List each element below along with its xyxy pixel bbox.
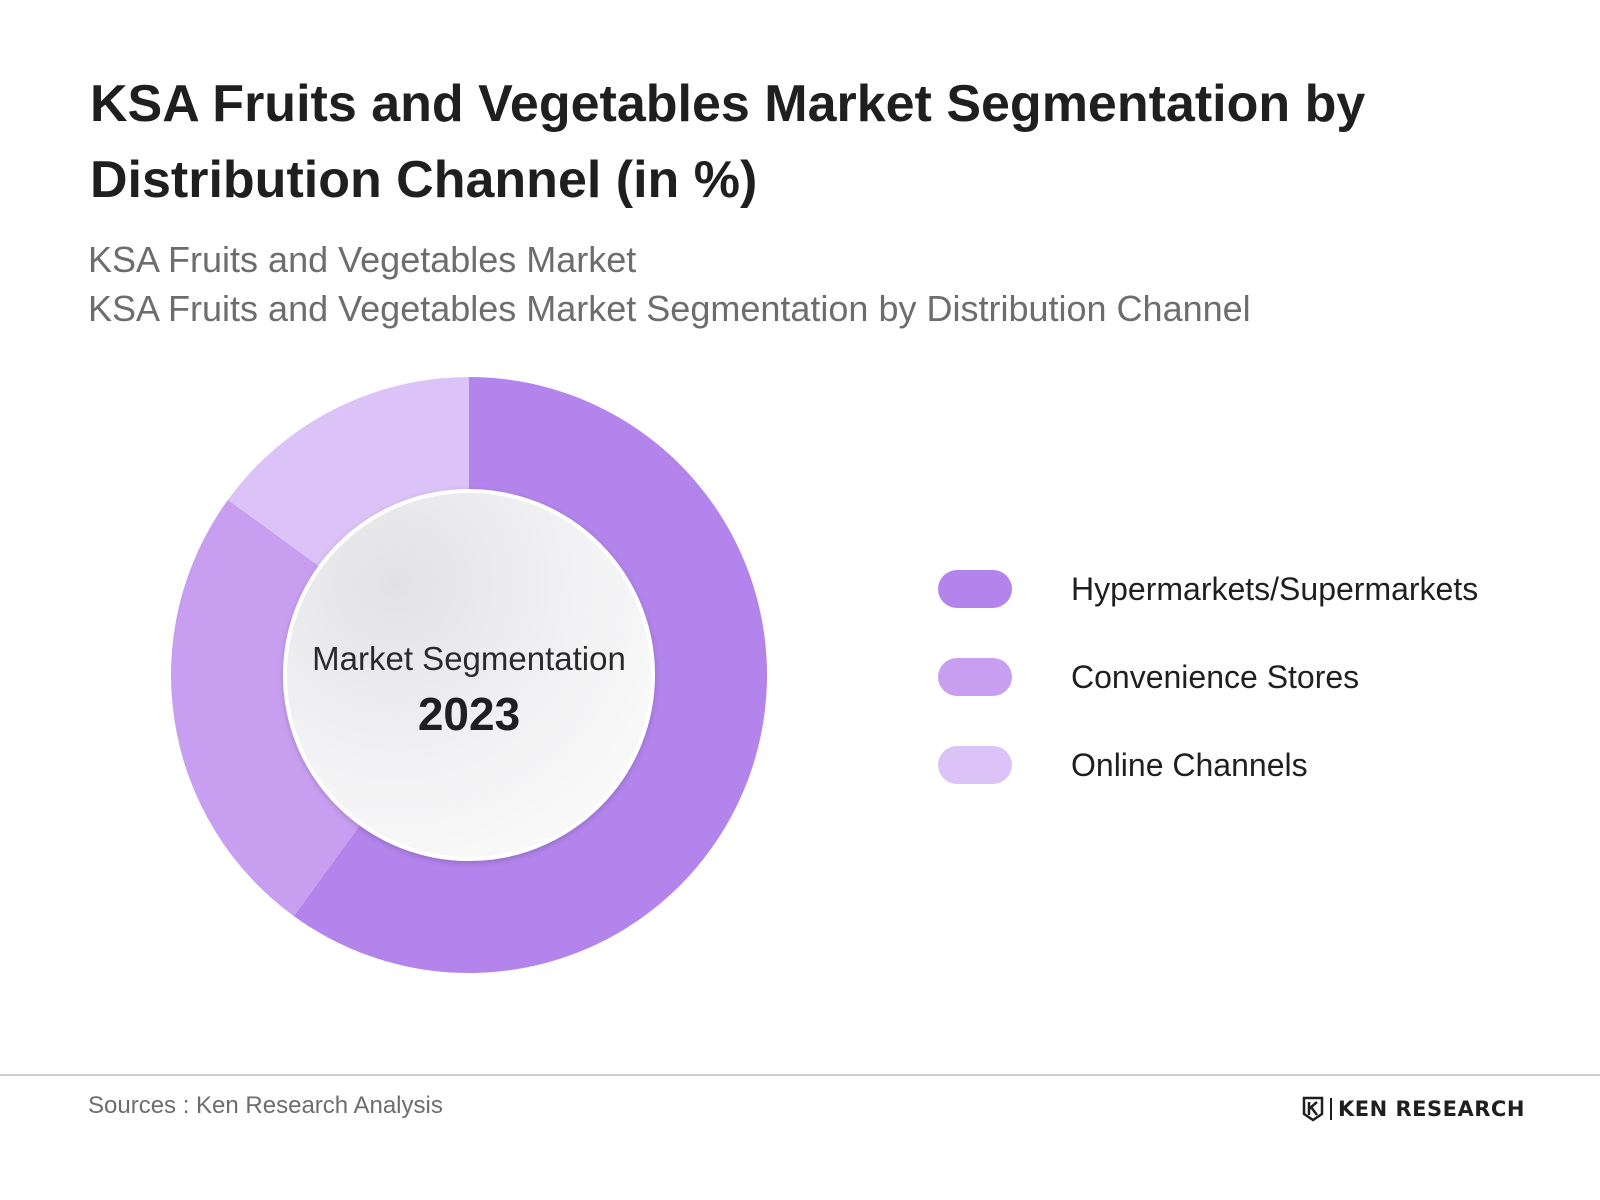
source-note: Sources : Ken Research Analysis <box>88 1092 443 1119</box>
center-year: 2023 <box>418 688 520 740</box>
legend-label: Online Channels <box>1071 747 1308 783</box>
donut-slices <box>171 377 767 973</box>
footer-divider <box>0 1074 1600 1076</box>
center-label: Market Segmentation <box>312 640 626 677</box>
chart-subtitle-market: KSA Fruits and Vegetables Market <box>88 239 637 280</box>
legend-swatch <box>938 570 1012 608</box>
legend-swatch <box>938 746 1012 784</box>
chart-subtitle-segmentation: KSA Fruits and Vegetables Market Segment… <box>88 288 1251 329</box>
brand-separator <box>1330 1098 1332 1120</box>
donut-slice-hypermarkets <box>293 377 767 973</box>
brand-name: KEN RESEARCH <box>1338 1097 1525 1121</box>
legend-label: Convenience Stores <box>1071 659 1360 695</box>
legend-label: Hypermarkets/Supermarkets <box>1071 571 1479 607</box>
donut-chart: Market Segmentation 2023 <box>171 377 767 973</box>
donut-center-disc <box>283 489 655 861</box>
chart-title: KSA Fruits and Vegetables Market Segment… <box>90 75 1366 209</box>
donut-slice-online-channels <box>227 377 469 570</box>
donut-slice-convenience-stores <box>171 499 364 917</box>
legend-swatch <box>938 658 1012 696</box>
ken-research-logo-icon <box>1302 1096 1324 1122</box>
brand-logo: KEN RESEARCH <box>1302 1093 1525 1125</box>
